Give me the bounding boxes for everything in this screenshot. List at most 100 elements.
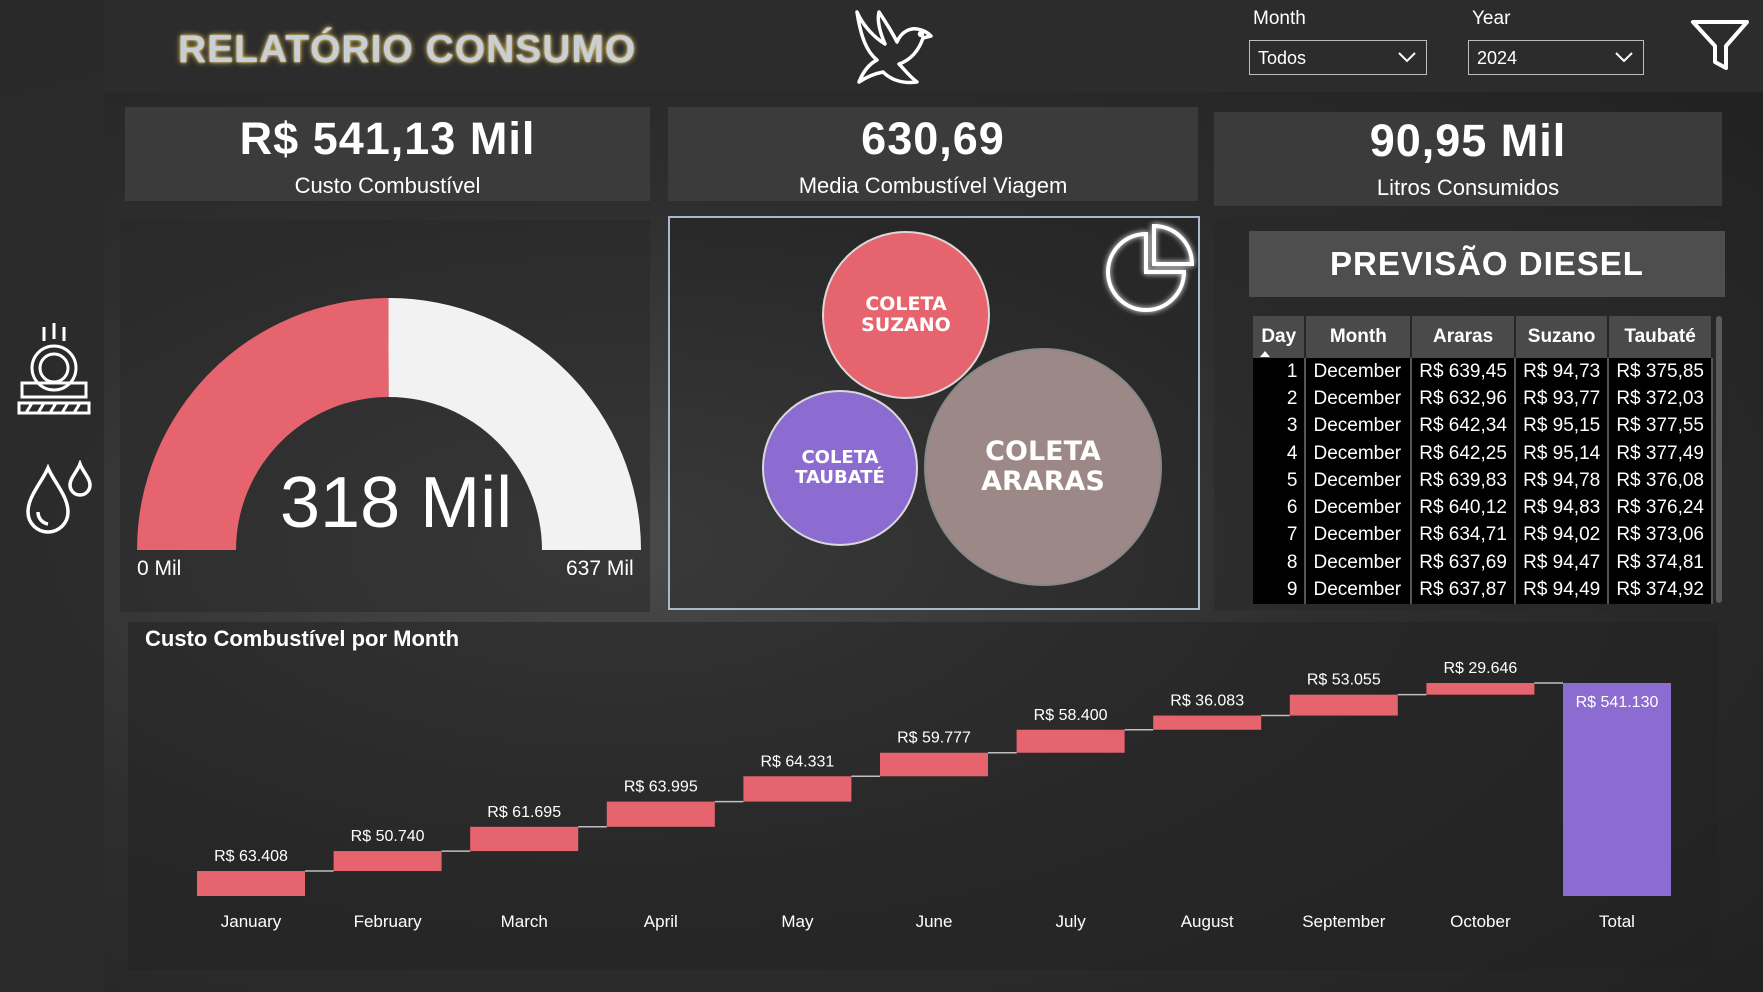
waterfall-data-label: R$ 63.408	[214, 848, 288, 865]
table-row[interactable]: 9 December R$ 637,87 R$ 94,49 R$ 374,92	[1253, 576, 1713, 604]
waterfall-category-label: Total	[1599, 912, 1635, 931]
col-header-month[interactable]: Month	[1305, 316, 1413, 358]
table-cell: R$ 375,85	[1608, 358, 1713, 386]
waterfall-panel	[128, 622, 1718, 970]
forecast-header-row: Day Month Araras Suzano Taubaté	[1253, 316, 1713, 358]
table-row[interactable]: 4 December R$ 642,25 R$ 95,14 R$ 377,49	[1253, 439, 1713, 468]
waterfall-data-label: R$ 541.130	[1576, 694, 1659, 711]
drops-icon	[26, 460, 92, 534]
table-cell: R$ 374,81	[1608, 549, 1713, 577]
waterfall-bar-june[interactable]	[880, 752, 988, 777]
forecast-title: PREVISÃO DIESEL	[1249, 231, 1725, 297]
table-cell: 2	[1253, 385, 1307, 413]
year-filter-value: 2024	[1477, 48, 1518, 68]
year-filter-label: Year	[1472, 8, 1511, 29]
bubble-araras-line1: COLETA	[985, 436, 1101, 468]
table-cell: December	[1305, 439, 1413, 468]
bubble-coleta-taubate[interactable]: COLETA TAUBATÉ	[762, 390, 918, 546]
table-row[interactable]: 2 December R$ 632,96 R$ 93,77 R$ 372,03	[1253, 385, 1713, 413]
kpi-custo-label: Custo Combustível	[294, 173, 481, 198]
waterfall-bar-february[interactable]	[333, 851, 442, 872]
waterfall-bar-september[interactable]	[1289, 694, 1398, 716]
waterfall-title: Custo Combustível por Month	[145, 626, 460, 651]
table-cell: 1	[1253, 358, 1307, 386]
kpi-card-media: 630,69 Media Combustível Viagem	[668, 107, 1198, 201]
table-row[interactable]: 5 December R$ 639,83 R$ 94,78 R$ 376,08	[1253, 467, 1713, 495]
col-header-month-label: Month	[1329, 326, 1387, 347]
table-cell: R$ 377,55	[1608, 412, 1713, 440]
forecast-table-viewport[interactable]: Day Month Araras Suzano Taubaté 1 Decembe…	[1253, 316, 1713, 604]
filter-icon[interactable]	[1690, 18, 1750, 74]
waterfall-bar-march[interactable]	[470, 826, 579, 852]
bubble-suzano-line1: COLETA	[865, 293, 947, 316]
waterfall-data-label: R$ 50.740	[351, 828, 425, 845]
waterfall-bar-april[interactable]	[606, 801, 715, 827]
waterfall-category-label: April	[644, 912, 678, 931]
waterfall-bar-january[interactable]	[197, 871, 305, 896]
table-row[interactable]: 1 December R$ 639,45 R$ 94,73 R$ 375,85	[1253, 358, 1713, 386]
waterfall-data-label: R$ 61.695	[487, 804, 561, 821]
table-cell: December	[1305, 576, 1413, 604]
table-cell: R$ 373,06	[1608, 521, 1713, 550]
col-header-day-label: Day	[1261, 326, 1297, 347]
bubble-suzano-line2: SUZANO	[861, 314, 951, 336]
month-filter-dropdown[interactable]: Todos	[1249, 40, 1427, 75]
table-cell: R$ 377,49	[1608, 439, 1713, 468]
waterfall-data-label: R$ 64.331	[760, 753, 834, 770]
kpi-litros-value: 90,95 Mil	[1369, 115, 1567, 166]
gauge-chart	[137, 298, 641, 550]
waterfall-bar-july[interactable]	[1016, 729, 1125, 753]
waterfall-bar-october[interactable]	[1426, 683, 1535, 695]
table-row[interactable]: 6 December R$ 640,12 R$ 94,83 R$ 376,24	[1253, 494, 1713, 522]
bubble-coleta-araras[interactable]: COLETA ARARAS	[924, 348, 1162, 586]
waterfall-category-label: May	[781, 912, 814, 931]
waterfall-data-label: R$ 59.777	[897, 730, 971, 747]
waterfall-category-label: March	[501, 912, 548, 931]
table-cell: R$ 93,77	[1514, 385, 1610, 413]
table-row[interactable]: 3 December R$ 642,34 R$ 95,15 R$ 377,55	[1253, 412, 1713, 440]
waterfall-data-label: R$ 63.995	[624, 779, 698, 796]
gauge-track	[388, 298, 641, 550]
waterfall-bar-august[interactable]	[1153, 715, 1262, 730]
kpi-custo-value: R$ 541,13 Mil	[239, 113, 536, 164]
waterfall-bar-may[interactable]	[743, 776, 852, 802]
table-row[interactable]: 7 December R$ 634,71 R$ 94,02 R$ 373,06	[1253, 521, 1713, 550]
col-header-day[interactable]: Day	[1253, 316, 1307, 358]
col-header-araras-label: Araras	[1432, 326, 1494, 347]
table-cell: R$ 637,69	[1411, 549, 1516, 577]
bubble-coleta-suzano[interactable]: COLETA SUZANO	[822, 231, 990, 399]
table-cell: 6	[1253, 494, 1307, 522]
table-row[interactable]: 8 December R$ 637,69 R$ 94,47 R$ 374,81	[1253, 549, 1713, 577]
table-cell: R$ 94,49	[1514, 576, 1610, 604]
waterfall-data-label: R$ 29.646	[1443, 660, 1517, 677]
table-cell: 7	[1253, 521, 1307, 550]
table-cell: December	[1305, 549, 1413, 577]
col-header-taubate[interactable]: Taubaté	[1608, 316, 1713, 358]
table-cell: R$ 640,12	[1411, 494, 1516, 522]
table-cell: R$ 639,45	[1411, 358, 1516, 386]
waterfall-data-label: R$ 53.055	[1307, 672, 1381, 689]
waterfall-category-label: June	[916, 912, 953, 931]
gauge-max-label: 637 Mil	[566, 557, 634, 580]
table-cell: 9	[1253, 576, 1307, 604]
month-filter-value: Todos	[1258, 48, 1307, 68]
table-cell: December	[1305, 494, 1413, 522]
pie-chart-icon	[1106, 223, 1195, 312]
forecast-table: Day Month Araras Suzano Taubaté 1 Decembe…	[1253, 316, 1713, 604]
table-cell: R$ 642,34	[1411, 412, 1516, 440]
waterfall-bar-total[interactable]	[1563, 683, 1671, 896]
table-cell: R$ 642,25	[1411, 439, 1516, 468]
month-filter-label: Month	[1253, 8, 1306, 29]
table-cell: R$ 376,08	[1608, 467, 1713, 495]
waterfall-data-label: R$ 58.400	[1034, 707, 1108, 724]
dove-icon	[855, 10, 933, 85]
col-header-araras[interactable]: Araras	[1411, 316, 1516, 358]
bubble-araras-line2: ARARAS	[981, 466, 1105, 497]
col-header-suzano[interactable]: Suzano	[1514, 316, 1610, 358]
forecast-scrollbar[interactable]	[1716, 316, 1722, 603]
col-header-suzano-label: Suzano	[1527, 326, 1596, 347]
table-cell: R$ 374,92	[1608, 576, 1713, 604]
fuel-coin-icon	[17, 323, 91, 415]
year-filter-dropdown[interactable]: 2024	[1468, 40, 1644, 75]
table-cell: 8	[1253, 549, 1307, 577]
